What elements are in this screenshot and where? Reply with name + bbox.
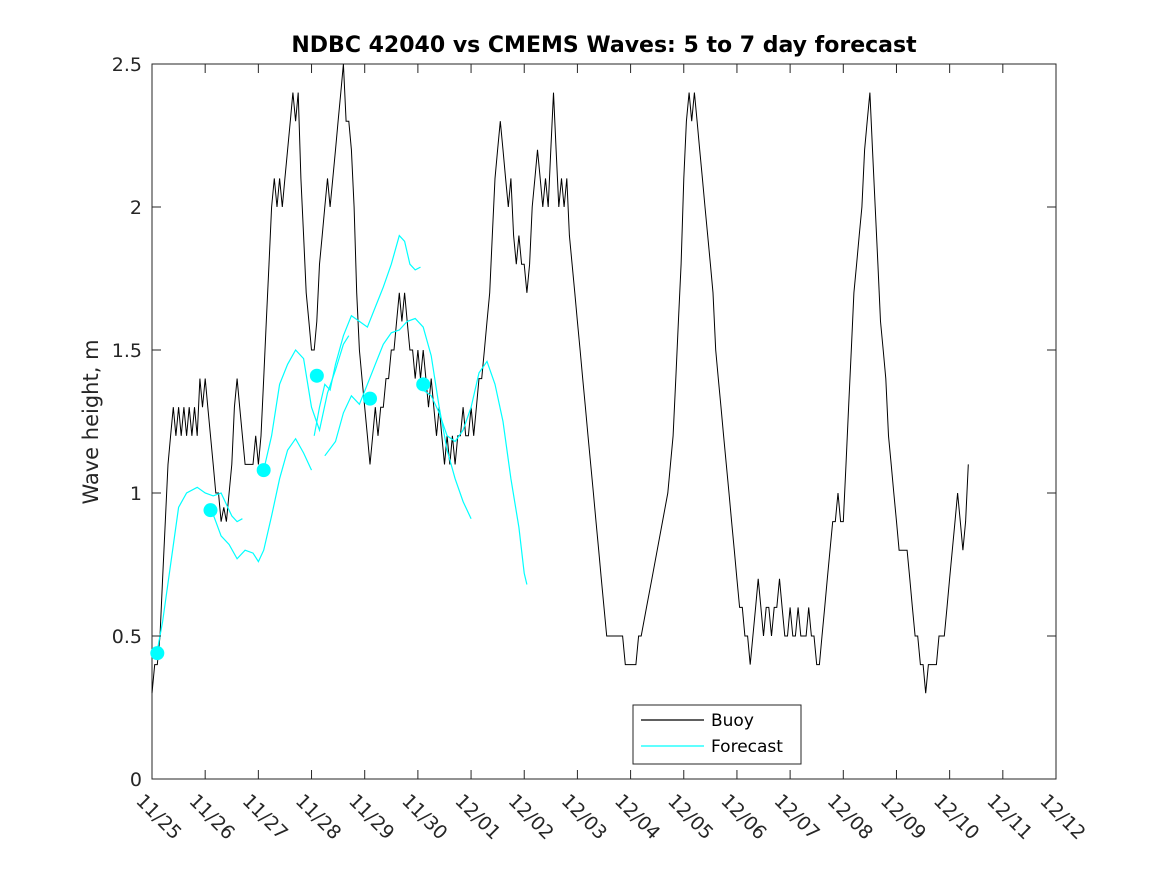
y-axis-label: Wave height, m [79, 339, 103, 504]
forecast-series [156, 234, 528, 651]
forecast-markers [150, 368, 431, 661]
forecast-marker-6 [416, 377, 431, 392]
buoy-line [151, 63, 969, 694]
chart-title: NDBC 42040 vs CMEMS Waves: 5 to 7 day fo… [291, 33, 917, 58]
legend-box [632, 704, 802, 765]
y-tick-label: 0.5 [112, 626, 142, 648]
plot-area [150, 63, 1057, 780]
y-tick-label: 1.5 [112, 340, 142, 362]
legend-label-buoy: Buoy [711, 711, 754, 731]
y-tick-label: 2.5 [112, 54, 142, 76]
forecast-marker-4 [309, 368, 324, 383]
forecast-marker-5 [363, 391, 378, 406]
y-axis: 0 0.5 1 1.5 2 2.5 [112, 54, 1056, 791]
forecast-marker-1 [150, 646, 165, 661]
forecast-line-3 [263, 335, 350, 471]
legend: Buoy Forecast [632, 704, 802, 765]
forecast-line-4 [313, 234, 421, 436]
forecast-line-6 [422, 360, 528, 585]
forecast-line-5 [324, 317, 472, 519]
legend-label-forecast: Forecast [711, 737, 783, 757]
forecast-line-2 [209, 437, 313, 563]
forecast-marker-2 [203, 503, 218, 518]
y-tick-label: 2 [130, 197, 142, 219]
axes-box [151, 63, 1057, 780]
forecast-line-1 [156, 486, 243, 651]
y-tick-label: 1 [130, 483, 142, 505]
y-tick-label: 0 [130, 769, 142, 791]
forecast-marker-3 [256, 463, 271, 478]
buoy-series [151, 63, 969, 694]
